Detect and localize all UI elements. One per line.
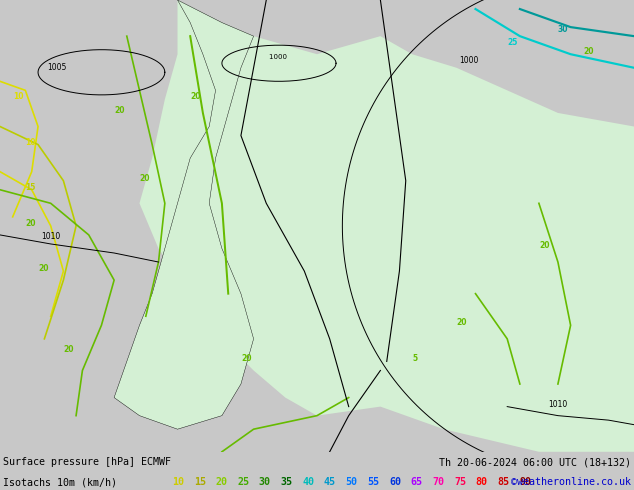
Text: 20: 20 xyxy=(190,93,201,101)
Text: Surface pressure [hPa] ECMWF: Surface pressure [hPa] ECMWF xyxy=(3,458,171,467)
Text: 20: 20 xyxy=(216,477,228,488)
Text: 20: 20 xyxy=(114,106,125,115)
Text: 20: 20 xyxy=(38,264,49,273)
Text: 1010: 1010 xyxy=(548,400,567,409)
Text: 20: 20 xyxy=(139,174,150,183)
Text: 20: 20 xyxy=(63,345,74,354)
Text: 15: 15 xyxy=(25,183,36,192)
Text: 60: 60 xyxy=(389,477,401,488)
Polygon shape xyxy=(139,0,634,452)
Text: 10: 10 xyxy=(25,138,36,147)
Polygon shape xyxy=(114,0,254,429)
Text: ©weatheronline.co.uk: ©weatheronline.co.uk xyxy=(511,477,631,488)
Text: 40: 40 xyxy=(302,477,314,488)
Text: 90: 90 xyxy=(519,477,531,488)
Text: 30: 30 xyxy=(259,477,271,488)
Text: 85: 85 xyxy=(497,477,509,488)
Text: 20: 20 xyxy=(25,219,36,228)
Text: 1000: 1000 xyxy=(460,56,479,65)
Text: 20: 20 xyxy=(539,242,550,250)
Text: 25: 25 xyxy=(237,477,249,488)
Text: 50: 50 xyxy=(346,477,358,488)
Text: Isotachs 10m (km/h): Isotachs 10m (km/h) xyxy=(3,477,117,488)
Text: 1005: 1005 xyxy=(48,63,67,72)
Text: 20: 20 xyxy=(583,47,594,56)
Text: 70: 70 xyxy=(432,477,444,488)
Text: 65: 65 xyxy=(411,477,423,488)
Text: 10: 10 xyxy=(13,93,23,101)
Text: 20: 20 xyxy=(456,318,467,327)
Text: 80: 80 xyxy=(476,477,488,488)
Text: 55: 55 xyxy=(367,477,379,488)
Text: 30: 30 xyxy=(558,24,569,34)
Text: 10: 10 xyxy=(172,477,184,488)
Text: 1000: 1000 xyxy=(269,54,289,60)
Text: 75: 75 xyxy=(454,477,466,488)
Text: 5: 5 xyxy=(412,354,417,364)
Text: 45: 45 xyxy=(324,477,336,488)
Text: 25: 25 xyxy=(507,38,517,47)
Text: 1010: 1010 xyxy=(41,232,60,242)
Text: 15: 15 xyxy=(194,477,205,488)
Text: Th 20-06-2024 06:00 UTC (18+132): Th 20-06-2024 06:00 UTC (18+132) xyxy=(439,458,631,467)
Text: 35: 35 xyxy=(280,477,292,488)
Text: 20: 20 xyxy=(241,354,252,364)
